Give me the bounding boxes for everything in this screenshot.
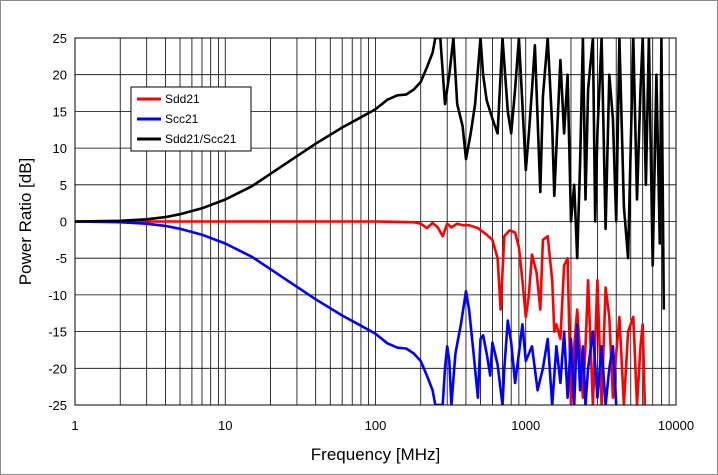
plot-area	[74, 37, 677, 406]
legend: Sdd21 Scc21 Sdd21/Scc21	[130, 86, 252, 152]
y-tick-label: 20	[53, 68, 67, 83]
tick-labels: 1 10 100 1000 10000 25 20 15 10 5 0 -5 -10 -15 -20 -25	[48, 31, 694, 433]
x-axis-title: Frequency [MHz]	[311, 445, 440, 464]
y-tick-label: 25	[53, 31, 67, 46]
x-tick-label: 100	[365, 418, 387, 433]
series-group	[75, 38, 666, 405]
x-tick-label: 10	[218, 418, 232, 433]
y-tick-label: 15	[53, 104, 67, 119]
x-tick-label: 1000	[511, 418, 540, 433]
y-tick-label: 10	[53, 141, 67, 156]
y-tick-label: -15	[48, 325, 67, 340]
x-tick-label: 10000	[658, 418, 694, 433]
y-tick-label: 0	[60, 215, 67, 230]
x-tick-label: 1	[71, 418, 78, 433]
y-tick-label: -5	[55, 251, 67, 266]
legend-label: Sdd21	[165, 92, 200, 106]
series-line-sdd21-scc21	[75, 38, 666, 310]
y-tick-label: -25	[48, 398, 67, 413]
legend-label: Scc21	[165, 112, 199, 126]
y-tick-label: -10	[48, 288, 67, 303]
series-line-scc21	[75, 220, 618, 405]
y-axis-title: Power Ratio [dB]	[16, 158, 35, 286]
y-tick-label: -20	[48, 361, 67, 376]
legend-label: Sdd21/Scc21	[165, 132, 237, 146]
y-tick-label: 5	[60, 178, 67, 193]
